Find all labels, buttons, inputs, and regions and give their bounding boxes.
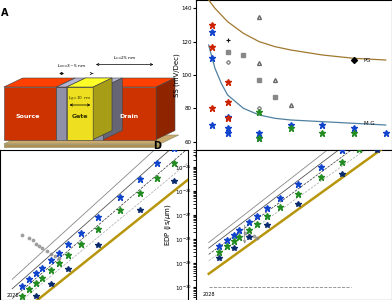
Polygon shape <box>56 78 85 87</box>
Text: Source: Source <box>16 115 40 119</box>
Y-axis label: EDP (Js/$\mu$m): EDP (Js/$\mu$m) <box>163 204 174 246</box>
Text: PG: PG <box>363 58 371 63</box>
Polygon shape <box>4 135 179 144</box>
Text: 2028: 2028 <box>203 292 215 297</box>
Polygon shape <box>4 87 56 140</box>
Polygon shape <box>156 78 175 140</box>
Polygon shape <box>4 144 160 147</box>
Polygon shape <box>67 78 112 87</box>
Text: Drain: Drain <box>119 115 138 119</box>
Text: A: A <box>1 8 9 17</box>
Polygon shape <box>103 87 156 140</box>
Polygon shape <box>4 78 75 87</box>
Y-axis label: SS (mV/Dec): SS (mV/Dec) <box>173 53 180 97</box>
Text: B: B <box>161 0 168 1</box>
Text: M G: M G <box>363 121 374 126</box>
Text: D: D <box>153 141 161 151</box>
Polygon shape <box>67 87 93 140</box>
Text: $L_g$=10 nm: $L_g$=10 nm <box>68 94 92 103</box>
Text: $L_{ox}$=3~5 nm: $L_{ox}$=3~5 nm <box>57 63 86 70</box>
Polygon shape <box>93 87 103 140</box>
Polygon shape <box>67 78 85 140</box>
Text: Gate: Gate <box>72 115 88 119</box>
Polygon shape <box>67 87 93 140</box>
Polygon shape <box>93 78 122 87</box>
Polygon shape <box>93 78 112 140</box>
Polygon shape <box>56 87 67 140</box>
Polygon shape <box>93 78 112 140</box>
Polygon shape <box>103 78 175 87</box>
Polygon shape <box>103 78 122 140</box>
Text: 2028: 2028 <box>7 293 19 298</box>
X-axis label: $L_g$ (nm): $L_g$ (nm) <box>280 160 308 172</box>
Text: $L_s$=25 nm: $L_s$=25 nm <box>113 54 136 62</box>
Polygon shape <box>56 78 75 140</box>
Polygon shape <box>67 78 112 87</box>
